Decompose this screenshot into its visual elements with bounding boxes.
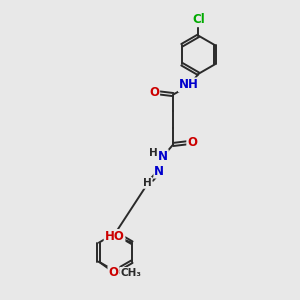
Text: N: N <box>154 165 164 178</box>
Text: H: H <box>149 148 158 158</box>
Text: H: H <box>143 178 152 188</box>
Text: NH: NH <box>179 78 199 92</box>
Text: HO: HO <box>105 230 124 243</box>
Text: O: O <box>149 86 159 99</box>
Text: O: O <box>187 136 197 149</box>
Text: O: O <box>108 266 118 279</box>
Text: Cl: Cl <box>192 13 205 26</box>
Text: N: N <box>158 150 168 163</box>
Text: CH₃: CH₃ <box>120 268 141 278</box>
